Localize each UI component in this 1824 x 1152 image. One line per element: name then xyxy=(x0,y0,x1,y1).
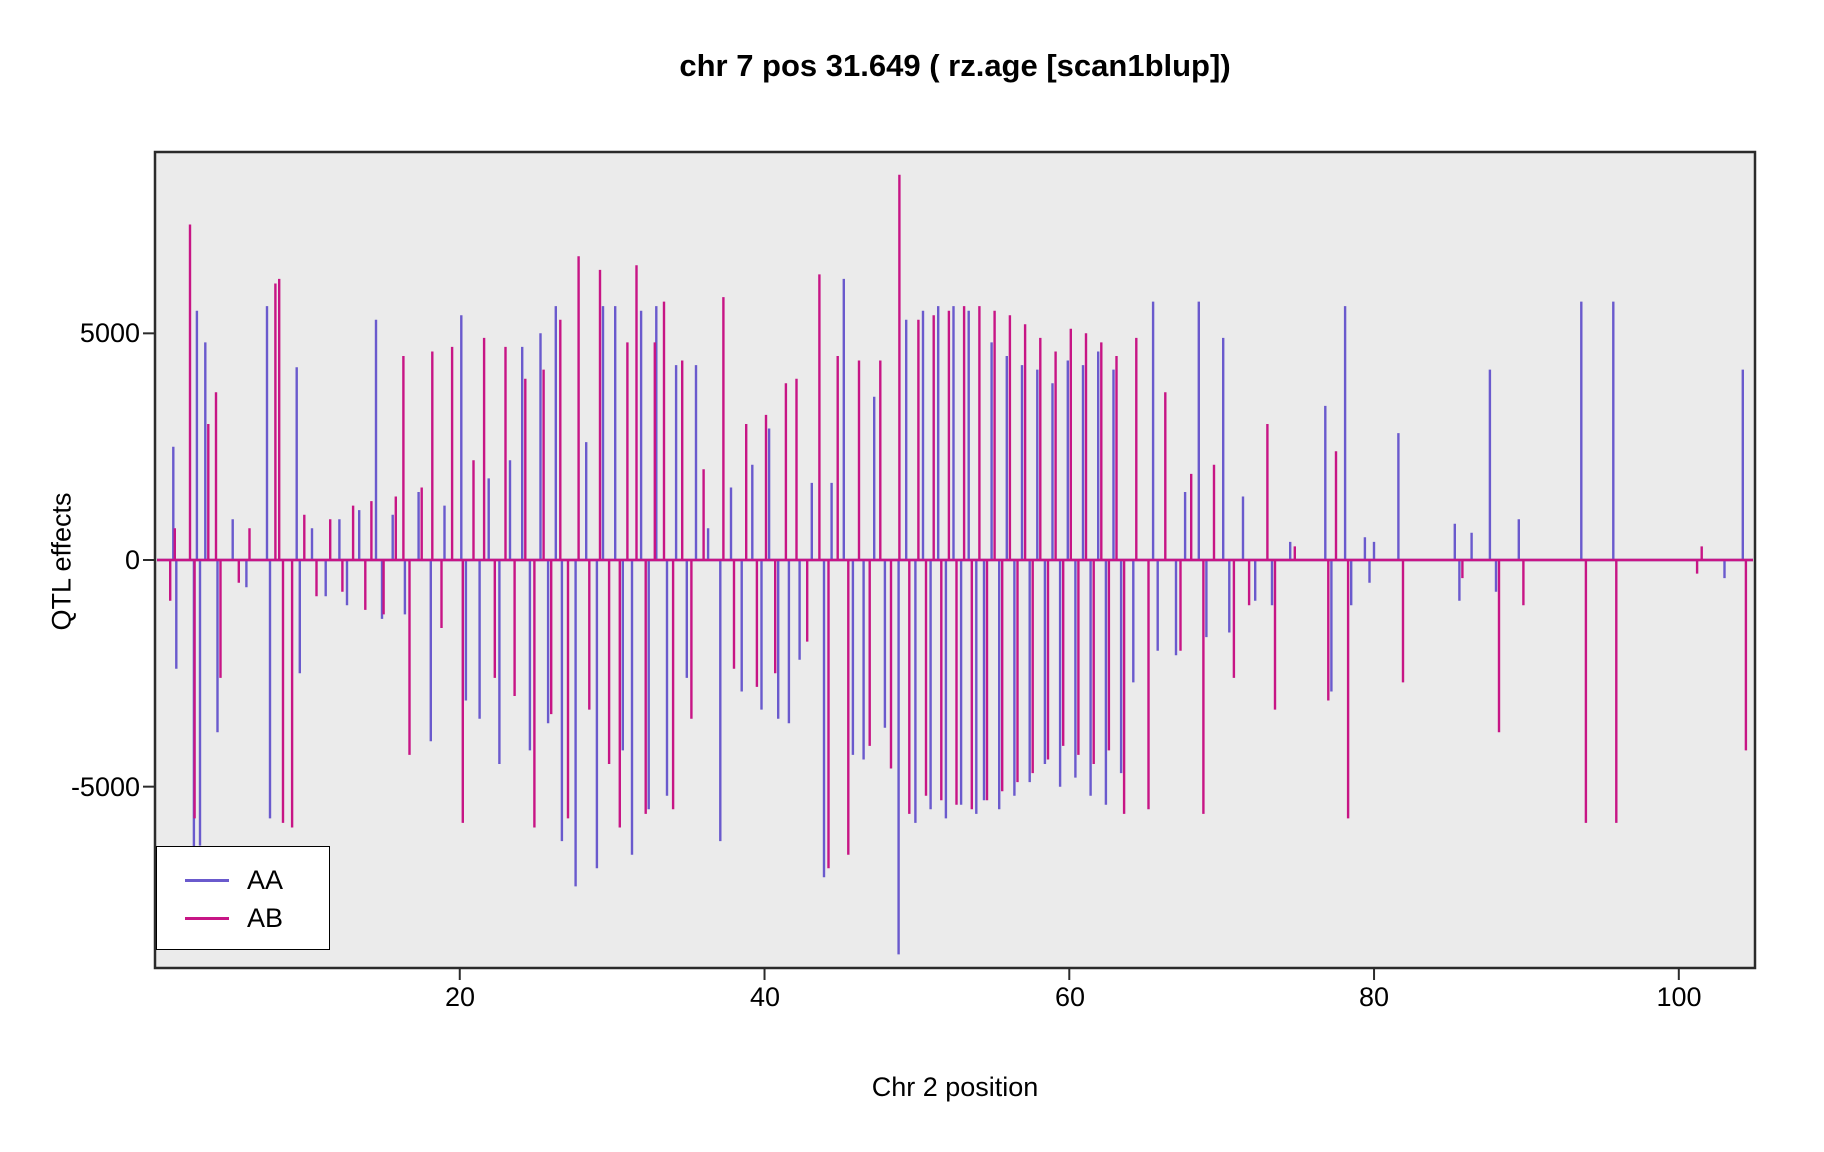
y-tick-label-0: 0 xyxy=(124,545,140,575)
legend-label-aa: AA xyxy=(247,864,284,895)
x-axis-label: Chr 2 position xyxy=(871,1072,1039,1102)
legend-label-ab: AB xyxy=(247,902,284,933)
x-tick-label-20: 20 xyxy=(444,982,476,1012)
y-tick-label-neg5000: -5000 xyxy=(70,772,140,802)
y-tick-label-5000: 5000 xyxy=(79,318,140,348)
x-tick-label-60: 60 xyxy=(1054,982,1086,1012)
x-tick-label-80: 80 xyxy=(1358,982,1390,1012)
x-tick-label-100: 100 xyxy=(1656,982,1702,1012)
legend: AA AB xyxy=(156,846,330,950)
x-tick-label-40: 40 xyxy=(749,982,781,1012)
legend-entry-ab: AB xyxy=(157,899,329,937)
legend-line-aa xyxy=(185,878,229,882)
chart-title: chr 7 pos 31.649 ( rz.age [scan1blup]) xyxy=(679,48,1231,83)
y-axis-label: QTL effects xyxy=(46,492,77,631)
legend-line-ab xyxy=(185,916,229,920)
legend-entry-aa: AA xyxy=(157,861,329,899)
